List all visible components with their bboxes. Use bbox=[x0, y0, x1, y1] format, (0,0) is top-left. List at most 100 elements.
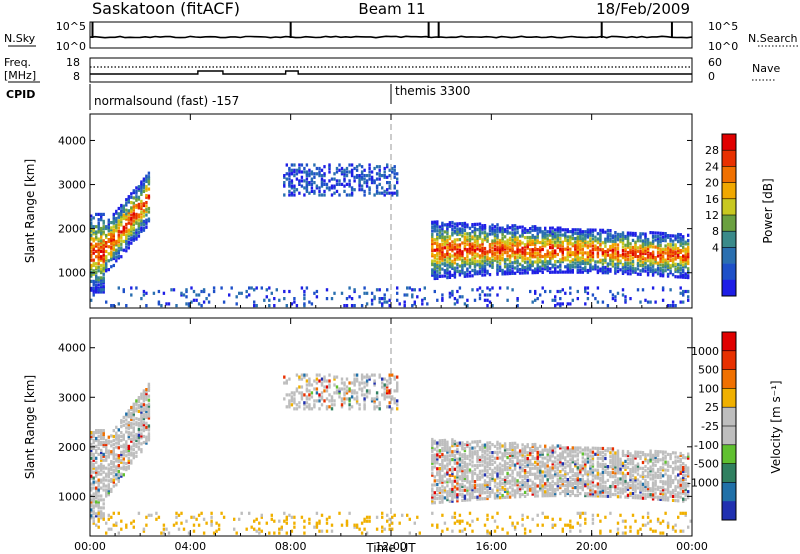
echo-cell bbox=[466, 468, 469, 472]
echo-cell bbox=[626, 461, 630, 466]
echo-cell bbox=[360, 373, 364, 377]
echo-cell bbox=[122, 289, 125, 294]
echo-cell bbox=[130, 201, 133, 205]
echo-cell bbox=[451, 440, 454, 444]
echo-cell bbox=[571, 237, 574, 241]
echo-cell bbox=[438, 246, 442, 250]
echo-cell bbox=[102, 272, 105, 276]
echo-cell bbox=[446, 456, 449, 460]
echo-cell bbox=[498, 244, 502, 248]
echo-cell bbox=[529, 248, 532, 252]
echo-cell bbox=[508, 249, 512, 253]
echo-cell bbox=[616, 250, 620, 254]
echo-cell bbox=[518, 243, 522, 247]
echo-cell bbox=[536, 446, 539, 450]
echo-cell bbox=[531, 253, 534, 257]
echo-cell bbox=[115, 218, 118, 222]
echo-cell bbox=[621, 238, 625, 242]
echo-cell bbox=[478, 266, 482, 270]
echo-cell bbox=[641, 260, 645, 264]
echo-cell bbox=[343, 304, 346, 308]
echo-cell bbox=[679, 240, 682, 244]
echo-cell bbox=[551, 240, 554, 244]
echo-cell bbox=[117, 254, 120, 258]
echo-cell bbox=[448, 237, 452, 241]
echo-cell bbox=[559, 260, 562, 264]
echo-cell bbox=[559, 474, 562, 478]
echo-cell bbox=[614, 271, 617, 275]
echo-cell bbox=[546, 474, 549, 478]
echo-cell bbox=[554, 492, 557, 496]
echo-cell bbox=[446, 458, 449, 462]
colorbar-swatch bbox=[722, 231, 736, 248]
echo-cell bbox=[293, 297, 296, 301]
echo-cell bbox=[453, 479, 457, 483]
echo-cell bbox=[451, 487, 454, 491]
echo-cell bbox=[335, 375, 339, 379]
echo-cell bbox=[521, 252, 524, 256]
echo-cell bbox=[436, 225, 439, 229]
echo-cell bbox=[112, 246, 115, 250]
echo-cell bbox=[386, 385, 389, 389]
echo-cell bbox=[338, 389, 341, 393]
echo-cell bbox=[471, 490, 474, 494]
echo-cell bbox=[187, 302, 191, 306]
echo-cell bbox=[127, 198, 130, 202]
echo-cell bbox=[117, 428, 120, 432]
echo-cell bbox=[566, 491, 569, 496]
echo-cell bbox=[102, 432, 105, 437]
echo-cell bbox=[554, 270, 557, 274]
echo-cell bbox=[551, 448, 554, 452]
echo-cell bbox=[534, 492, 537, 496]
echo-cell bbox=[669, 288, 672, 292]
echo-cell bbox=[476, 238, 479, 242]
echo-cell bbox=[541, 300, 544, 304]
echo-cell bbox=[127, 446, 130, 450]
echo-cell bbox=[571, 468, 574, 472]
echo-cell bbox=[368, 170, 371, 174]
echo-cell bbox=[471, 470, 474, 474]
echo-cell bbox=[486, 236, 489, 240]
echo-cell bbox=[298, 166, 301, 171]
echo-cell bbox=[105, 442, 108, 447]
echo-cell bbox=[358, 387, 361, 391]
echo-cell bbox=[529, 227, 532, 231]
echo-cell bbox=[526, 484, 529, 488]
echo-cell bbox=[446, 444, 449, 448]
echo-cell bbox=[300, 393, 304, 397]
echo-cell bbox=[529, 458, 532, 463]
nsearch-tick-top: 10^5 bbox=[708, 20, 738, 33]
echo-cell bbox=[458, 483, 462, 487]
echo-cell bbox=[644, 232, 647, 236]
echo-cell bbox=[621, 271, 625, 275]
echo-cell bbox=[350, 186, 354, 190]
echo-cell bbox=[471, 256, 474, 260]
echo-cell bbox=[348, 184, 351, 188]
echo-cell bbox=[539, 265, 542, 269]
echo-cell bbox=[551, 298, 554, 302]
echo-cell bbox=[313, 379, 316, 383]
echo-cell bbox=[493, 470, 497, 474]
echo-cell bbox=[661, 235, 665, 239]
echo-cell bbox=[308, 405, 311, 409]
echo-cell bbox=[513, 453, 517, 457]
echo-cell bbox=[679, 257, 682, 261]
echo-cell bbox=[541, 462, 544, 466]
echo-cell bbox=[305, 401, 309, 405]
echo-cell bbox=[102, 267, 105, 271]
echo-cell bbox=[493, 225, 497, 229]
echo-cell bbox=[539, 454, 542, 458]
echo-cell bbox=[117, 235, 120, 239]
echo-cell bbox=[551, 492, 554, 496]
echo-cell bbox=[471, 494, 474, 498]
echo-cell bbox=[574, 480, 577, 484]
echo-cell bbox=[125, 442, 128, 446]
freq-trace bbox=[90, 70, 692, 75]
nave-tick-top: 60 bbox=[708, 56, 722, 69]
echo-cell bbox=[561, 256, 564, 260]
echo-cell bbox=[616, 255, 620, 259]
echo-cell bbox=[318, 186, 321, 190]
echo-cell bbox=[526, 463, 529, 467]
echo-cell bbox=[677, 255, 680, 260]
echo-cell bbox=[481, 487, 484, 491]
